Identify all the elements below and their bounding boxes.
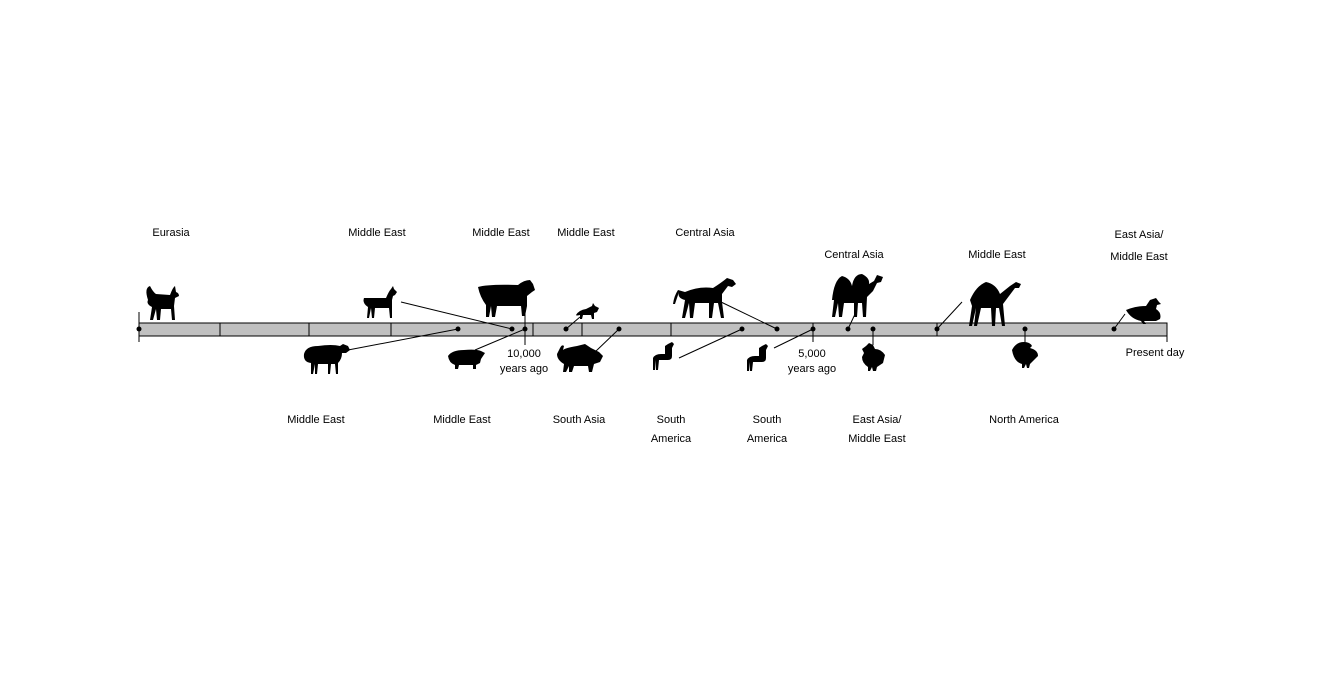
leader-llama <box>678 328 743 359</box>
region-label-dog: Eurasia <box>152 227 190 239</box>
dot-dog <box>136 326 142 332</box>
dot-turkey <box>1022 326 1028 332</box>
leader-alpaca <box>773 328 814 349</box>
leader-cat <box>565 316 581 330</box>
dot-llama <box>739 326 745 332</box>
region-label-cattle: Middle East <box>472 227 530 239</box>
dromedary-camel-icon <box>969 282 1021 326</box>
region-label-dromedary-camel: Middle East <box>968 249 1026 261</box>
duck-icon <box>1126 298 1161 324</box>
goat-icon <box>363 286 397 318</box>
dot-horse <box>774 326 780 332</box>
region-label-water-buffalo: South Asia <box>552 414 606 426</box>
llama-icon <box>653 342 674 370</box>
region-label-chicken: East Asia/ Middle East <box>848 414 906 445</box>
region-label-turkey: North America <box>989 414 1059 426</box>
region-label-cat: Middle East <box>557 227 615 239</box>
dog-icon <box>146 286 179 320</box>
dot-dromedary <box>934 326 940 332</box>
timeline-bar <box>138 322 1168 337</box>
dot-alpaca <box>810 326 816 332</box>
cattle-icon <box>478 280 535 317</box>
tick-label-5000-years-ago: 5,000 years ago <box>787 348 837 375</box>
leader-sheep <box>347 328 459 351</box>
tick-label-10000-years-ago: 10,000 years ago <box>499 348 549 375</box>
turkey-icon <box>1012 342 1038 368</box>
dot-water-buffalo <box>616 326 622 332</box>
dot-chicken <box>870 326 876 332</box>
event-dots <box>136 326 1117 332</box>
bactrian-camel-icon <box>832 274 883 317</box>
dot-pig-cattle <box>522 326 528 332</box>
region-label-horse: Central Asia <box>675 227 735 239</box>
chicken-icon <box>862 343 885 371</box>
region-label-llama: South America <box>650 414 692 445</box>
tick-label-present-day: Present day <box>1125 347 1185 359</box>
leader-water-buffalo <box>594 328 620 353</box>
leader-dromedary <box>936 301 963 330</box>
cat-icon <box>576 303 599 319</box>
timeline-segment-dividers <box>219 323 938 336</box>
dot-bactrian-camel <box>845 326 851 332</box>
leader-duck <box>1113 313 1126 330</box>
sheep-icon <box>303 344 350 374</box>
leader-horse <box>720 301 778 330</box>
dot-goat <box>509 326 515 332</box>
region-label-pig: Middle East <box>433 414 491 426</box>
region-label-goat: Middle East <box>348 227 406 239</box>
alpaca-icon <box>747 344 768 371</box>
dot-duck <box>1111 326 1117 332</box>
pig-icon <box>448 349 485 369</box>
region-label-duck: East Asia/ Middle East <box>1110 229 1168 263</box>
region-label-sheep: Middle East <box>287 414 345 426</box>
dot-cat <box>563 326 569 332</box>
region-label-bactrian-camel: Central Asia <box>824 249 884 261</box>
water-buffalo-icon <box>557 344 603 372</box>
leader-pig <box>474 328 526 351</box>
horse-icon <box>673 278 736 318</box>
dot-sheep <box>455 326 461 332</box>
leader-goat <box>400 301 513 330</box>
region-label-alpaca: South America <box>746 414 788 445</box>
